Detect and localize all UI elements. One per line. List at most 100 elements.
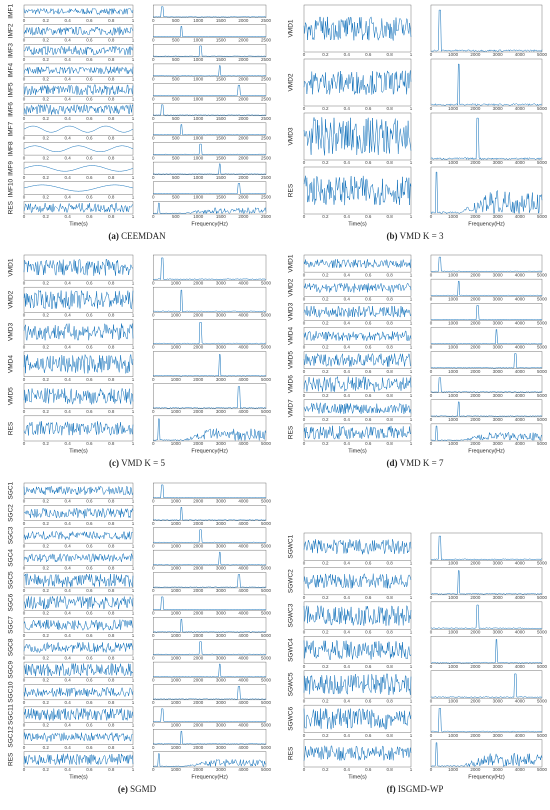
tick-label: 0 <box>23 499 26 504</box>
tick-label: 0 <box>23 57 26 62</box>
waveform <box>303 16 412 41</box>
caption: (b) VMD K = 3 <box>387 231 444 241</box>
tick-label: 0 <box>152 214 155 219</box>
plot-frame <box>430 58 543 107</box>
tick-label: 1000 <box>171 377 182 382</box>
tick-label: 1 <box>410 52 413 57</box>
waveform <box>430 708 543 733</box>
row-label: IMF9 <box>8 161 15 176</box>
tick-label: 4000 <box>515 321 526 326</box>
tick-label: 0.2 <box>43 136 50 141</box>
tick-label: 0 <box>23 610 26 615</box>
tick-label: 0 <box>303 629 306 634</box>
plot-frame <box>152 684 267 701</box>
tick-label: 1 <box>410 767 413 772</box>
tick-label: 3000 <box>493 272 504 277</box>
waveform <box>23 26 134 36</box>
tick-label: 3000 <box>216 499 227 504</box>
tick-label: 0.2 <box>322 214 329 219</box>
tick-label: 0 <box>303 296 306 301</box>
plot-frame <box>152 142 267 156</box>
tick-label: 1 <box>132 633 135 638</box>
tick-label: 0.2 <box>43 521 50 526</box>
tick-label: 0.8 <box>108 543 115 548</box>
tick-label: 0.6 <box>86 313 93 318</box>
tick-label: 4000 <box>238 345 249 350</box>
tick-label: 0 <box>23 77 26 82</box>
tick-label: 0.4 <box>64 37 71 42</box>
waveform <box>23 353 134 374</box>
tick-label: 3000 <box>493 393 504 398</box>
tick-label: 2000 <box>193 588 204 593</box>
tick-label: 0.2 <box>43 37 50 42</box>
tick-label: 0.4 <box>344 106 351 111</box>
tick-label: 0 <box>152 499 155 504</box>
tick-label: 4000 <box>238 722 249 727</box>
waveform <box>23 125 134 133</box>
waveform <box>303 175 412 206</box>
tick-label: 0.4 <box>64 345 71 350</box>
plot-frame <box>23 482 134 499</box>
tick-label: 0.8 <box>386 441 393 446</box>
tick-label: 0.4 <box>64 18 71 23</box>
tick-label: 1000 <box>448 393 459 398</box>
tick-label: 3000 <box>493 698 504 703</box>
plot-frame <box>23 729 134 745</box>
tick-label: 4000 <box>238 409 249 414</box>
tick-label: 2000 <box>193 745 204 750</box>
tick-label: 2000 <box>470 629 481 634</box>
tick-label: 0.8 <box>108 195 115 200</box>
plot-frame <box>152 527 267 544</box>
tick-label: 1 <box>132 610 135 615</box>
tick-label: 0.6 <box>86 588 93 593</box>
tick-label: 2500 <box>261 96 272 101</box>
waveform <box>153 641 267 655</box>
tick-label: 1 <box>132 37 135 42</box>
tick-label: 0.8 <box>386 106 393 111</box>
waveform <box>303 538 412 555</box>
tick-label: 0.4 <box>64 195 71 200</box>
waveform <box>303 639 412 661</box>
tick-label: 0 <box>152 57 155 62</box>
plot-frame <box>23 142 134 156</box>
tick-label: 1 <box>132 155 135 160</box>
x-axis-label: Time(s) <box>348 221 367 227</box>
tick-label: 0.4 <box>64 678 71 683</box>
tick-label: 500 <box>172 155 180 160</box>
tick-label: 0 <box>23 700 26 705</box>
tick-label: 0.6 <box>86 77 93 82</box>
tick-label: 0 <box>152 722 155 727</box>
tick-label: 1 <box>410 733 413 738</box>
tick-label: 0 <box>152 345 155 350</box>
tick-label: 2000 <box>193 543 204 548</box>
plot-frame <box>23 505 134 521</box>
tick-label: 1000 <box>193 195 204 200</box>
tick-label: 0 <box>23 37 26 42</box>
plot-frame <box>430 375 543 393</box>
tick-label: 0 <box>152 280 155 285</box>
tick-label: 0.2 <box>43 280 50 285</box>
tick-label: 0.8 <box>386 561 393 566</box>
tick-label: 0.8 <box>386 321 393 326</box>
tick-label: 5000 <box>261 745 272 750</box>
tick-label: 1000 <box>448 160 459 165</box>
waveform <box>153 753 267 767</box>
tick-label: 0 <box>430 393 433 398</box>
waveform <box>303 259 412 269</box>
tick-label: 0 <box>23 441 26 446</box>
tick-label: 0.4 <box>64 377 71 382</box>
tick-label: 3000 <box>493 321 504 326</box>
tick-label: 1000 <box>171 409 182 414</box>
tick-label: 2000 <box>193 280 204 285</box>
tick-label: 5000 <box>537 321 548 326</box>
tick-label: 5000 <box>537 767 548 772</box>
waveform <box>23 388 134 405</box>
tick-label: 5000 <box>261 588 272 593</box>
tick-label: 1000 <box>171 588 182 593</box>
tick-label: 0.2 <box>322 441 329 446</box>
tick-label: 2000 <box>193 499 204 504</box>
tick-label: 2500 <box>261 136 272 141</box>
tick-label: 0.6 <box>365 214 372 219</box>
tick-label: 2000 <box>470 561 481 566</box>
tick-label: 0.8 <box>108 610 115 615</box>
